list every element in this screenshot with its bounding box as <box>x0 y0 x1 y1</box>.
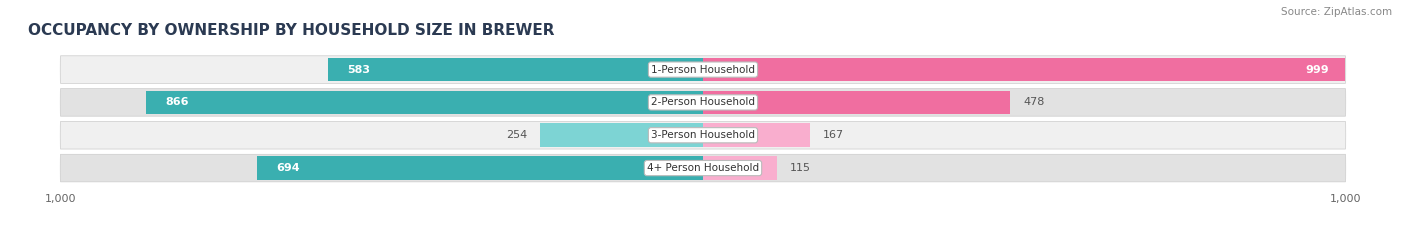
Bar <box>703 156 778 180</box>
Text: 167: 167 <box>823 130 845 140</box>
FancyBboxPatch shape <box>60 56 1346 83</box>
Bar <box>257 156 703 180</box>
Text: 866: 866 <box>166 97 190 107</box>
Bar <box>540 123 703 147</box>
Text: OCCUPANCY BY OWNERSHIP BY HOUSEHOLD SIZE IN BREWER: OCCUPANCY BY OWNERSHIP BY HOUSEHOLD SIZE… <box>28 24 554 38</box>
Text: 583: 583 <box>347 65 371 75</box>
FancyBboxPatch shape <box>60 121 1346 149</box>
Text: 115: 115 <box>790 163 811 173</box>
Text: 694: 694 <box>276 163 299 173</box>
Bar <box>703 91 1011 114</box>
Text: 254: 254 <box>506 130 527 140</box>
Bar <box>328 58 703 81</box>
Text: Source: ZipAtlas.com: Source: ZipAtlas.com <box>1281 7 1392 17</box>
Text: 2-Person Household: 2-Person Household <box>651 97 755 107</box>
Text: 3-Person Household: 3-Person Household <box>651 130 755 140</box>
Bar <box>703 58 1346 81</box>
Text: 999: 999 <box>1305 65 1329 75</box>
Text: 4+ Person Household: 4+ Person Household <box>647 163 759 173</box>
Bar <box>703 123 810 147</box>
FancyBboxPatch shape <box>60 89 1346 116</box>
Text: 478: 478 <box>1024 97 1045 107</box>
Bar <box>146 91 703 114</box>
FancyBboxPatch shape <box>60 154 1346 182</box>
Text: 1-Person Household: 1-Person Household <box>651 65 755 75</box>
